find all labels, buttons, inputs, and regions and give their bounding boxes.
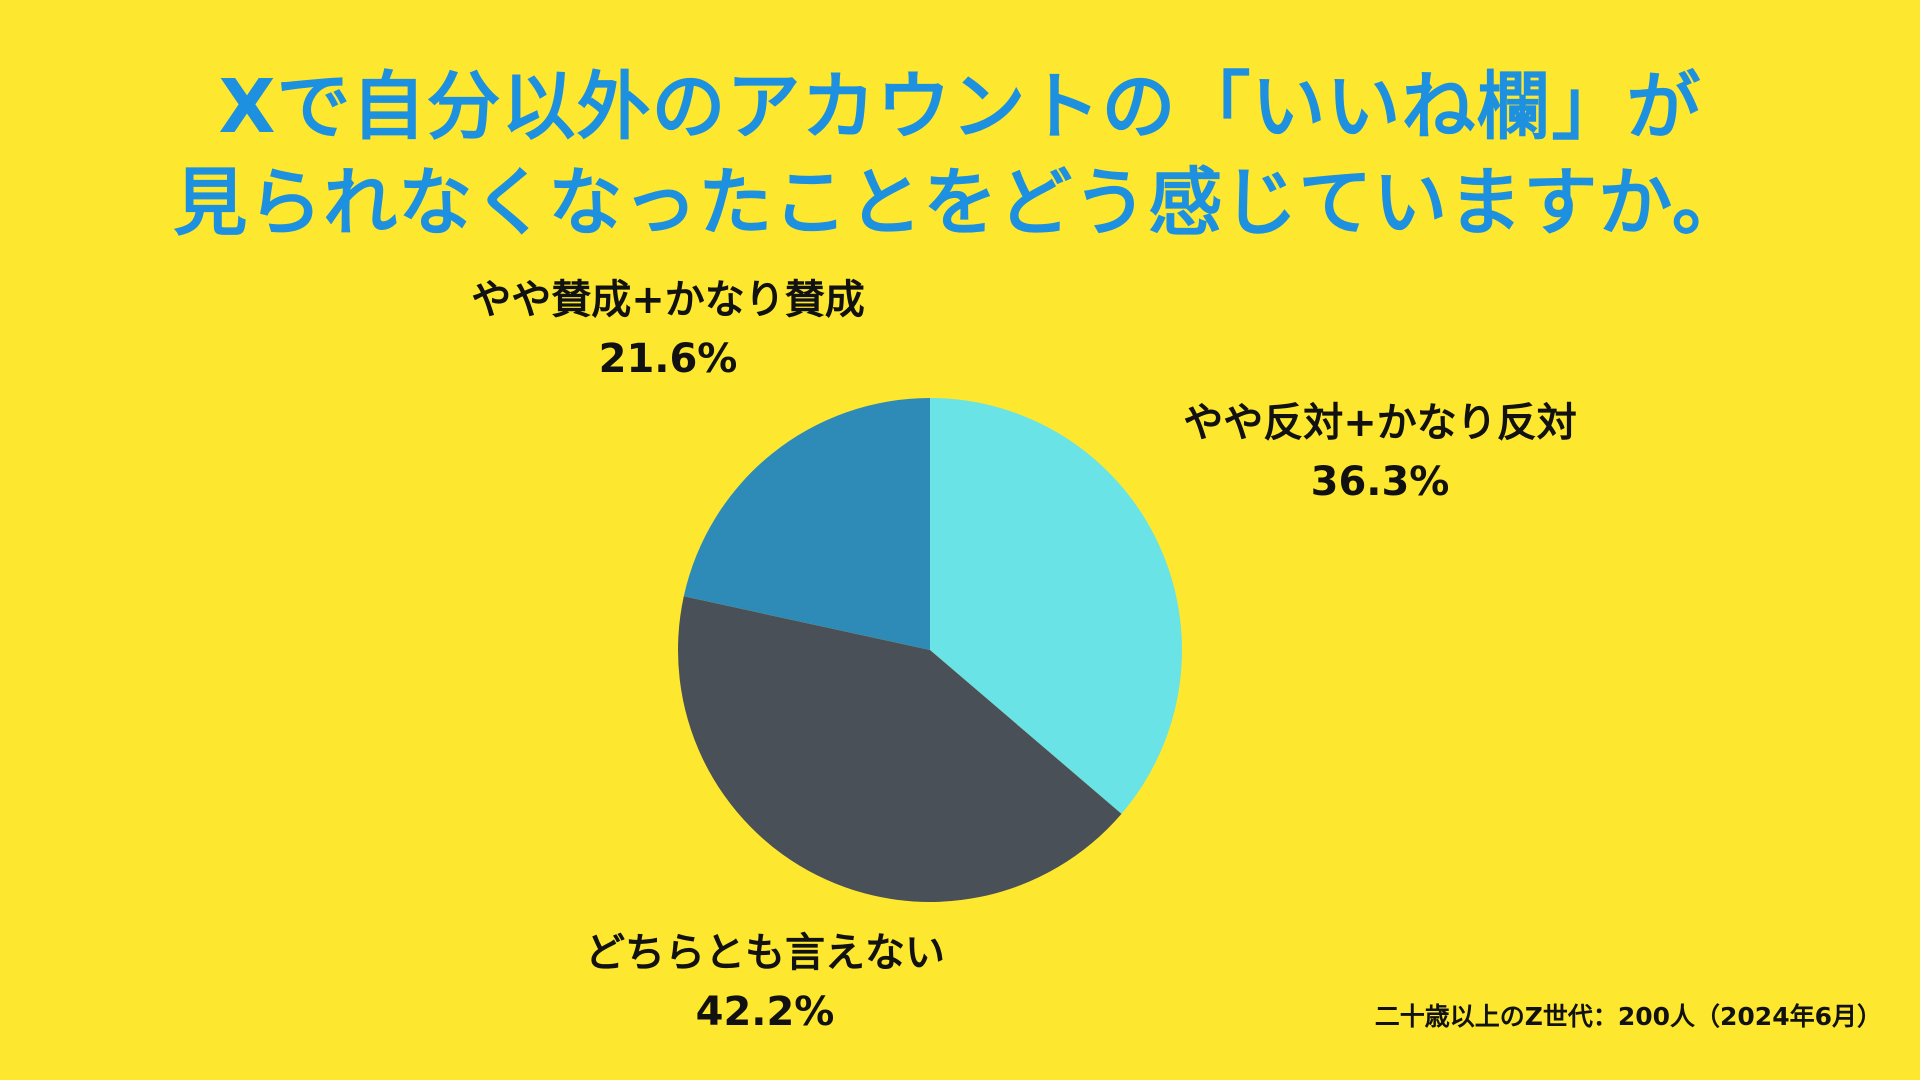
slice-label-neutral: どちらとも言えない 42.2% [545,925,985,1043]
chart-title-line1: Xで自分以外のアカウントの「いいね欄」が [218,64,1702,150]
slice-oppose [930,398,1182,814]
slice-value-oppose: 36.3% [1310,459,1450,505]
slice-neutral [677,596,1122,903]
slice-name-support: やや賛成+かなり賛成 [471,277,865,323]
slice-label-oppose: やや反対+かなり反対 36.3% [1160,395,1600,513]
slice-label-support: やや賛成+かなり賛成 21.6% [448,272,888,390]
chart-title-line2: 見られなくなったことをどう感じていますか。 [173,160,1747,246]
slice-value-support: 21.6% [598,336,738,382]
slice-name-oppose: やや反対+かなり反対 [1183,400,1577,446]
source-note: 二十歳以上のZ世代：200人（2024年6月） [1374,1002,1882,1031]
slice-value-neutral: 42.2% [695,989,835,1035]
slice-support [683,398,930,650]
slice-name-neutral: どちらとも言えない [585,930,945,976]
